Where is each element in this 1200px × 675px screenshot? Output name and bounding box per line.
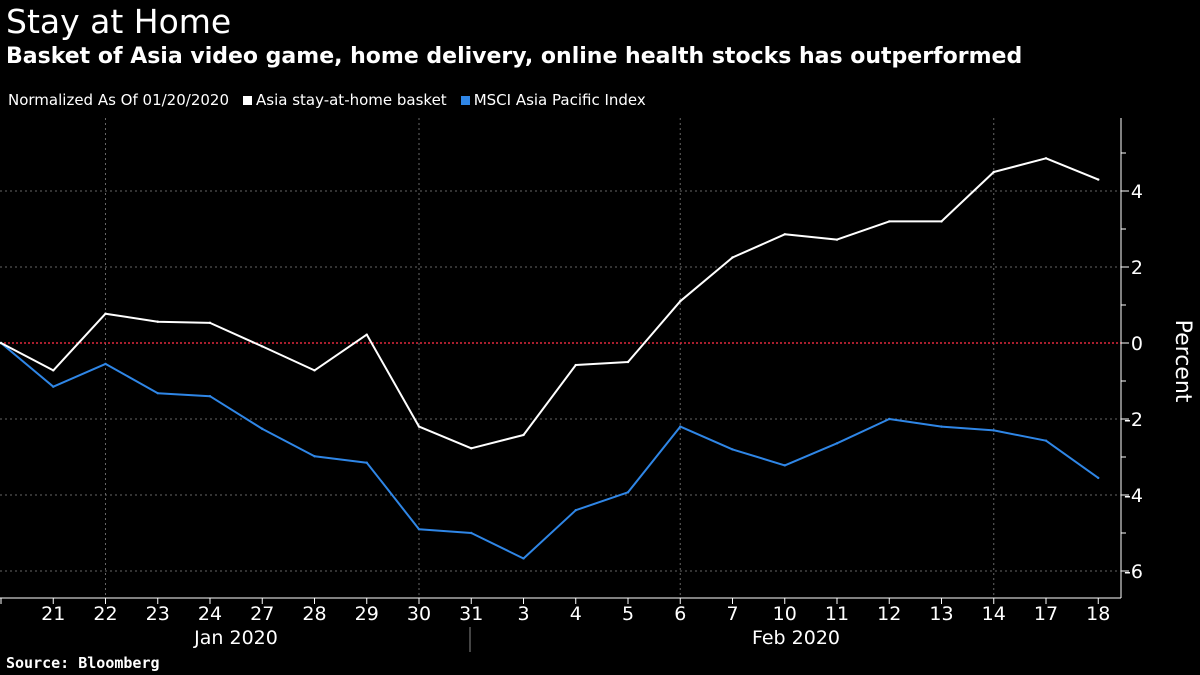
legend: Normalized As Of 01/20/2020 Asia stay-at… — [8, 91, 660, 109]
data-point-asia-stay-at-home-basket — [1097, 178, 1100, 181]
x-tick-label: 5 — [622, 603, 634, 625]
series-line-msci-asia-pacific-index — [0, 342, 1099, 560]
data-point-asia-stay-at-home-basket — [0, 341, 3, 345]
chart-subtitle: Basket of Asia video game, home delivery… — [6, 44, 1023, 69]
y-tick-label: 0 — [1131, 333, 1143, 355]
x-tick-label: 22 — [93, 603, 117, 625]
x-tick-label: 21 — [41, 603, 65, 625]
data-point-msci-asia-pacific-index — [365, 461, 368, 464]
x-tick-label: 23 — [146, 603, 170, 625]
x-tick-label: 31 — [459, 603, 483, 625]
chart-title: Stay at Home — [6, 2, 232, 41]
data-point-asia-stay-at-home-basket — [574, 363, 577, 367]
data-point-asia-stay-at-home-basket — [261, 345, 264, 348]
y-tick-label: -4 — [1124, 485, 1143, 507]
legend-label-basket: Asia stay-at-home basket — [256, 91, 447, 109]
x-tick-label: 29 — [355, 603, 379, 625]
data-point-msci-asia-pacific-index — [626, 491, 630, 494]
y-tick-label: 2 — [1131, 257, 1143, 279]
legend-item-msci: MSCI Asia Pacific Index — [460, 91, 646, 109]
data-point-asia-stay-at-home-basket — [522, 433, 525, 437]
data-point-asia-stay-at-home-basket — [365, 333, 368, 336]
x-tick-label: 14 — [982, 603, 1006, 625]
data-point-asia-stay-at-home-basket — [626, 360, 630, 364]
y-tick-label: -6 — [1124, 561, 1143, 583]
data-point-asia-stay-at-home-basket — [1044, 157, 1048, 160]
data-point-msci-asia-pacific-index — [522, 557, 525, 560]
data-point-msci-asia-pacific-index — [783, 464, 786, 467]
data-point-asia-stay-at-home-basket — [835, 238, 839, 241]
x-tick-label: 10 — [773, 603, 797, 625]
month-label-jan: Jan 2020 — [193, 627, 278, 649]
data-point-msci-asia-pacific-index — [835, 442, 839, 445]
data-point-asia-stay-at-home-basket — [156, 320, 159, 323]
x-tick-label: 12 — [877, 603, 901, 625]
data-point-asia-stay-at-home-basket — [208, 321, 212, 325]
x-tick-label: 24 — [198, 603, 222, 625]
data-point-asia-stay-at-home-basket — [888, 220, 891, 223]
x-tick-label: 6 — [674, 603, 686, 625]
data-point-msci-asia-pacific-index — [156, 391, 159, 395]
data-point-asia-stay-at-home-basket — [679, 300, 682, 303]
x-tick-label: 18 — [1086, 603, 1110, 625]
x-tick-label: 4 — [570, 603, 582, 625]
data-point-msci-asia-pacific-index — [52, 385, 55, 388]
data-point-asia-stay-at-home-basket — [940, 220, 943, 223]
data-point-msci-asia-pacific-index — [940, 425, 943, 428]
data-point-asia-stay-at-home-basket — [417, 425, 421, 428]
data-point-asia-stay-at-home-basket — [104, 312, 107, 315]
data-point-msci-asia-pacific-index — [1097, 476, 1100, 480]
data-point-msci-asia-pacific-index — [574, 509, 577, 512]
data-point-asia-stay-at-home-basket — [470, 447, 473, 450]
y-axis-label: Percent — [1170, 320, 1195, 403]
data-point-msci-asia-pacific-index — [992, 429, 995, 432]
x-tick-label: 17 — [1034, 603, 1058, 625]
legend-swatch-msci — [460, 95, 470, 105]
source-note: Source: Bloomberg — [6, 654, 160, 672]
series-line-asia-stay-at-home-basket — [0, 157, 1099, 450]
data-point-msci-asia-pacific-index — [208, 395, 212, 398]
x-tick-label: 11 — [825, 603, 849, 625]
month-label-feb: Feb 2020 — [752, 627, 840, 649]
x-tick-label: 30 — [407, 603, 431, 625]
data-point-asia-stay-at-home-basket — [731, 256, 734, 259]
data-point-msci-asia-pacific-index — [888, 417, 891, 421]
data-point-asia-stay-at-home-basket — [313, 369, 316, 372]
x-tick-label: 13 — [929, 603, 953, 625]
data-point-msci-asia-pacific-index — [417, 528, 421, 531]
x-tick-label: 7 — [726, 603, 738, 625]
data-point-msci-asia-pacific-index — [731, 448, 734, 451]
legend-swatch-basket — [243, 95, 252, 105]
data-point-msci-asia-pacific-index — [679, 425, 682, 428]
legend-label-msci: MSCI Asia Pacific Index — [473, 91, 646, 109]
data-point-msci-asia-pacific-index — [1044, 439, 1048, 442]
y-tick-label: 4 — [1131, 181, 1143, 203]
data-point-msci-asia-pacific-index — [261, 427, 264, 431]
data-point-msci-asia-pacific-index — [470, 531, 473, 535]
data-point-asia-stay-at-home-basket — [783, 233, 786, 236]
legend-item-basket: Asia stay-at-home basket — [243, 91, 447, 109]
y-tick-label: -2 — [1124, 409, 1143, 431]
data-point-msci-asia-pacific-index — [104, 362, 107, 366]
x-tick-label: 27 — [250, 603, 274, 625]
data-point-asia-stay-at-home-basket — [52, 369, 55, 372]
x-tick-label: 28 — [302, 603, 326, 625]
data-point-asia-stay-at-home-basket — [992, 170, 995, 174]
x-tick-label: 3 — [517, 603, 529, 625]
data-point-msci-asia-pacific-index — [313, 455, 316, 458]
legend-note: Normalized As Of 01/20/2020 — [8, 91, 229, 109]
